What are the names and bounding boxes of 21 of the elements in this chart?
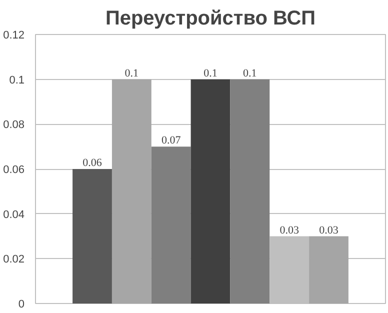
data-label: 0.03: [319, 224, 339, 236]
bar: [112, 79, 152, 304]
y-tick-label: 0: [18, 298, 25, 310]
y-tick-label: 0.04: [3, 208, 25, 221]
data-label: 0.1: [243, 67, 257, 80]
chart-title: Переустройство ВСП: [105, 8, 316, 30]
bar: [190, 79, 230, 304]
y-tick-label: 0.12: [3, 30, 25, 42]
bar: [309, 236, 348, 304]
y-tick-label: 0.1: [9, 74, 25, 86]
data-label: 0.1: [124, 67, 139, 80]
bar: [230, 79, 270, 304]
y-tick-label: 0.06: [3, 164, 25, 176]
bar: [72, 169, 112, 304]
y-tick-label: 0.08: [3, 119, 25, 132]
data-label: 0.07: [161, 134, 182, 147]
data-label: 0.1: [204, 67, 218, 80]
bar: [151, 146, 191, 304]
data-label: 0.06: [82, 157, 102, 169]
data-label: 0.03: [280, 224, 300, 236]
y-tick-label: 0.02: [3, 254, 25, 266]
